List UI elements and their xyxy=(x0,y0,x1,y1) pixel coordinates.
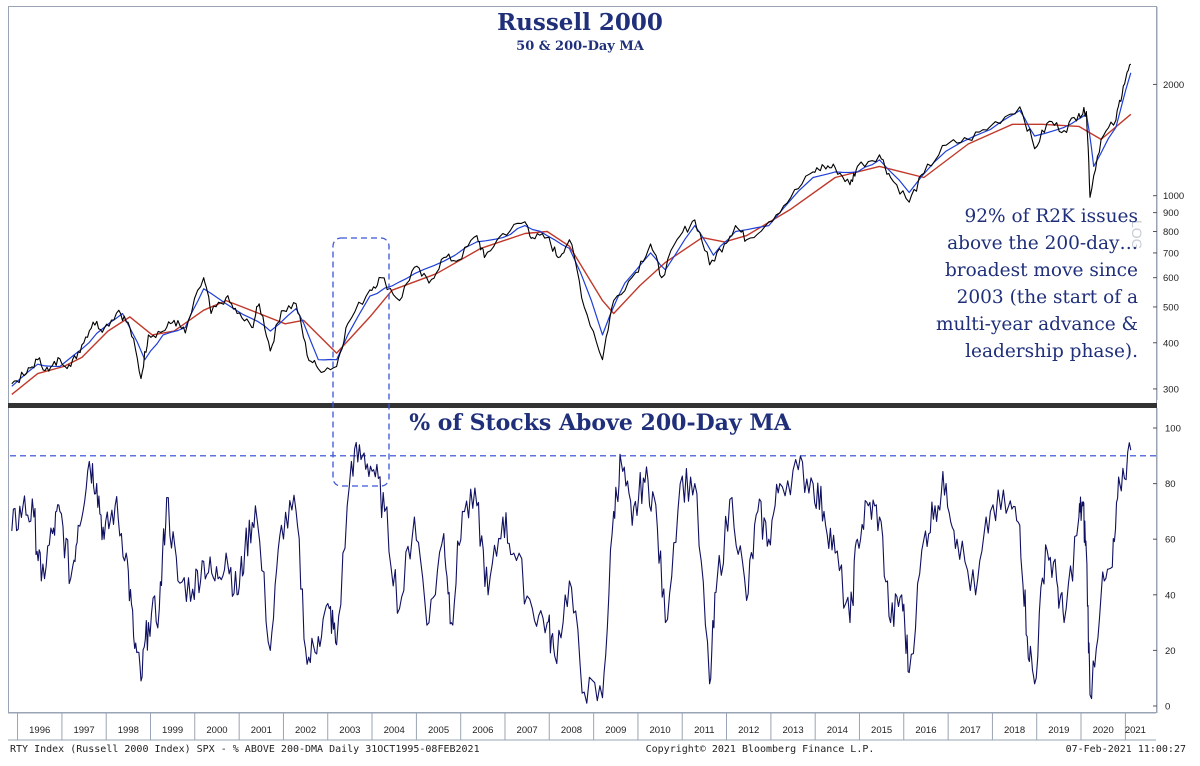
annotation-line: above the 200-day… xyxy=(947,233,1138,254)
bottom-y-tick-label: 0 xyxy=(1165,702,1170,713)
x-year-label: 2005 xyxy=(428,725,449,736)
series-price-line xyxy=(11,63,1132,385)
top-y-tick-label: 500 xyxy=(1163,302,1179,313)
plot-frame xyxy=(8,6,1157,713)
series-breadth-line xyxy=(11,441,1132,704)
x-year-label: 2012 xyxy=(738,725,759,736)
top-y-tick-label: 600 xyxy=(1163,273,1179,284)
top-y-tick-label: 300 xyxy=(1163,384,1179,395)
bottom-series-group xyxy=(10,441,1157,704)
x-year-label: 2015 xyxy=(871,725,892,736)
top-chart-subtitle: 50 & 200-Day MA xyxy=(516,39,645,54)
top-series-group xyxy=(11,63,1132,395)
x-year-label: 2002 xyxy=(295,725,316,736)
annotation-line: 92% of R2K issues xyxy=(964,206,1138,227)
x-year-label: 2016 xyxy=(915,725,936,736)
x-year-label: 2004 xyxy=(384,725,405,736)
panel-divider xyxy=(8,403,1157,408)
footer-timestamp: 07-Feb-2021 11:00:27 xyxy=(1066,744,1186,755)
x-year-label: 2003 xyxy=(339,725,360,736)
x-year-label: 2017 xyxy=(960,725,981,736)
top-y-tick-label: 2000 xyxy=(1163,80,1184,91)
x-year-label: 2018 xyxy=(1004,725,1025,736)
top-chart-title: Russell 2000 xyxy=(497,9,663,36)
highlight-2003-box xyxy=(332,237,390,487)
top-y-axis: 300 400 500 600 700 800 900 1000 2000 xyxy=(1153,7,1184,400)
x-year-label: 2006 xyxy=(472,725,493,736)
x-year-label: 2014 xyxy=(827,725,848,736)
bottom-y-tick-label: 100 xyxy=(1165,424,1181,435)
top-y-tick-label: 800 xyxy=(1163,227,1179,238)
x-year-label: 2009 xyxy=(605,725,626,736)
top-y-tick-label: 900 xyxy=(1163,208,1179,219)
bottom-y-axis: 0 20 40 60 80 100 xyxy=(1153,408,1181,713)
bottom-y-tick-label: 80 xyxy=(1165,479,1176,490)
annotation-text: 92% of R2K issues above the 200-day… broad… xyxy=(936,206,1138,362)
x-year-label: 2008 xyxy=(561,725,582,736)
annotation-line: 2003 (the start of a xyxy=(957,287,1138,308)
top-y-tick-label: 400 xyxy=(1163,338,1179,349)
annotation-line: leadership phase). xyxy=(965,341,1138,362)
x-year-label: 1998 xyxy=(118,725,139,736)
x-year-label: 1996 xyxy=(29,725,50,736)
top-y-tick-label: 1000 xyxy=(1163,191,1184,202)
footer-copyright: Copyright© 2021 Bloomberg Finance L.P. xyxy=(646,744,875,755)
x-year-label: 2013 xyxy=(782,725,803,736)
log-watermark: LOG xyxy=(1129,220,1145,250)
annotation-line: multi-year advance & xyxy=(936,314,1138,335)
x-year-label: 1997 xyxy=(73,725,94,736)
x-year-label: 2011 xyxy=(694,725,714,736)
x-year-label: 2019 xyxy=(1048,725,1069,736)
x-year-label: 2000 xyxy=(206,725,227,736)
x-year-label: 2001 xyxy=(251,725,272,736)
bottom-chart-title: % of Stocks Above 200-Day MA xyxy=(409,410,792,436)
bottom-y-tick-label: 60 xyxy=(1165,535,1176,546)
x-year-label: 2010 xyxy=(650,725,671,736)
x-year-label: 1999 xyxy=(162,725,183,736)
x-year-label: 2021 xyxy=(1125,725,1146,736)
top-y-tick-label: 700 xyxy=(1163,248,1179,259)
series-ma200-line xyxy=(11,113,1132,395)
x-year-label: 2007 xyxy=(517,725,538,736)
annotation-line: broadest move since xyxy=(945,260,1138,281)
bottom-y-tick-label: 20 xyxy=(1165,646,1176,657)
footer-source: RTY Index (Russell 2000 Index) SPX - % A… xyxy=(10,744,480,755)
x-year-label: 2020 xyxy=(1093,725,1114,736)
bottom-y-tick-label: 40 xyxy=(1165,590,1176,601)
x-axis: 1996 1997 1998 1999 2000 2001 2002 2003 2004 2005… xyxy=(8,712,1156,741)
